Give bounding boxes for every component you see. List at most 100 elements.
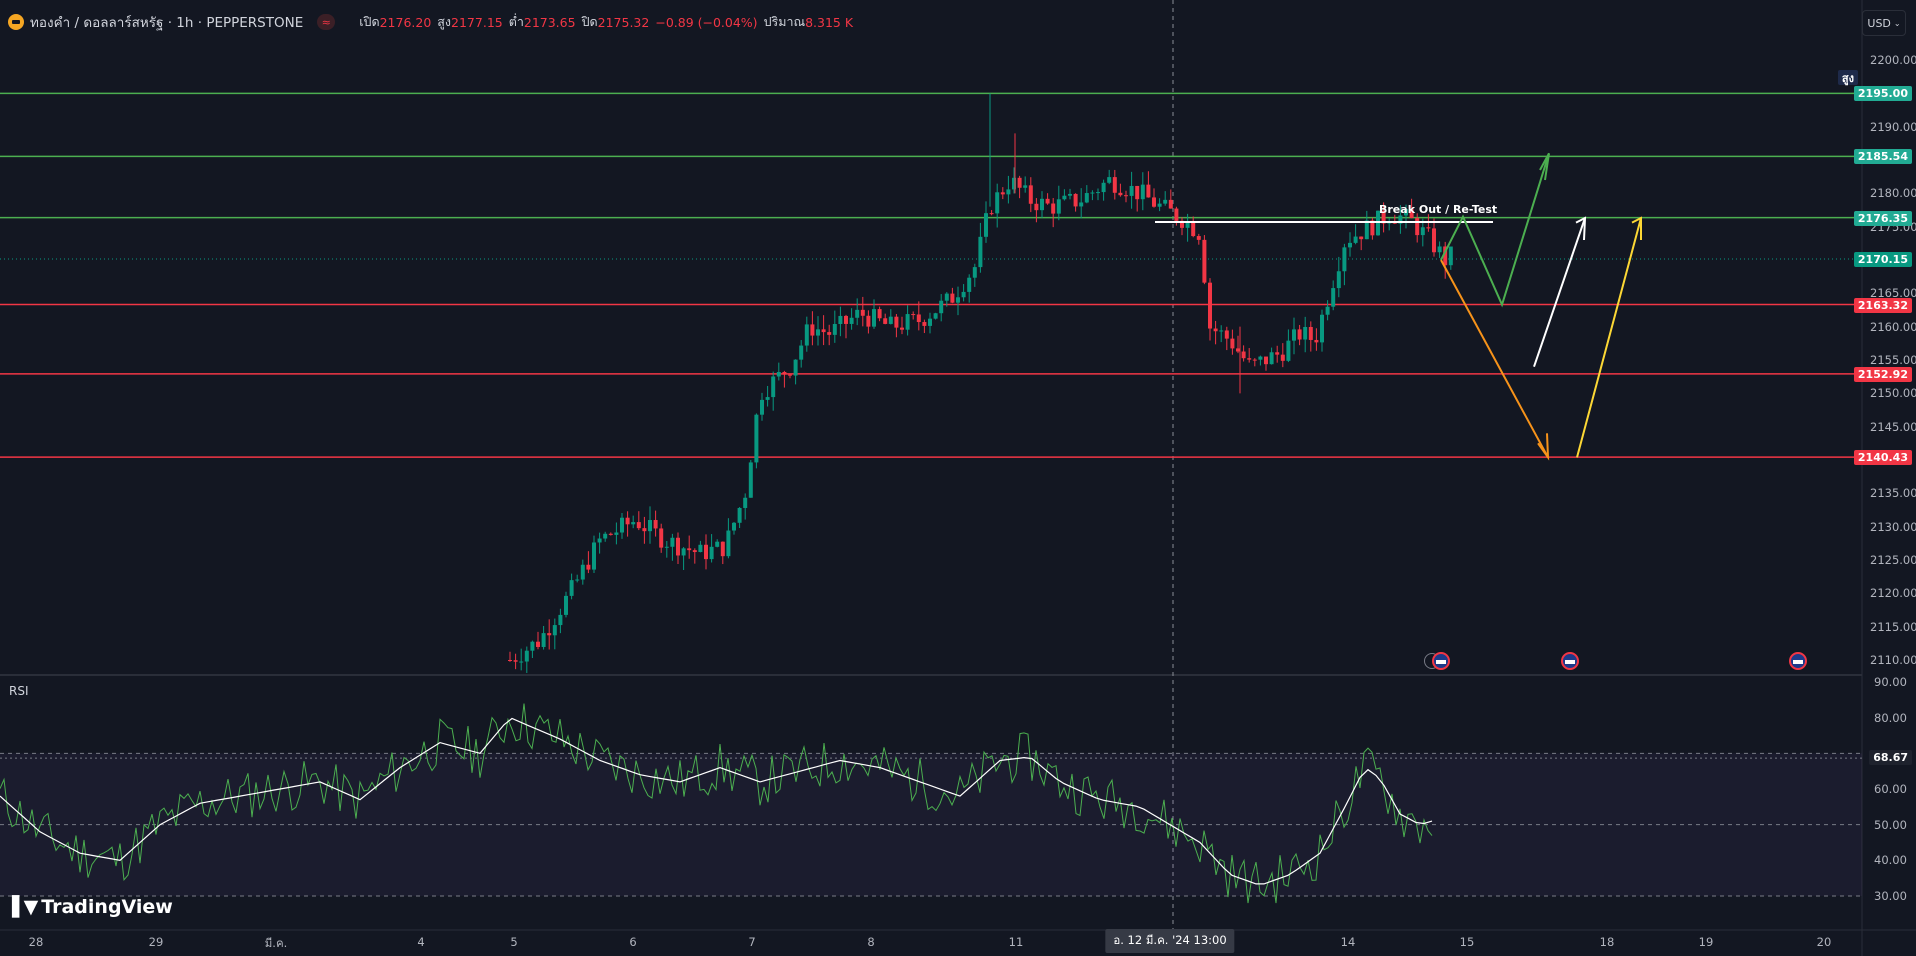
crosshair-time-label: อ. 12 มี.ค. '24 13:00 [1105,929,1235,953]
candle-down [508,660,512,661]
price-tick-label: 2120.00 [1870,586,1916,601]
market-status-badge[interactable]: ≈ [317,14,336,30]
candle-up [928,318,932,326]
price-tick-label: 2200.00 [1870,53,1916,67]
candle-up [793,359,798,376]
price-tick-label: 2150.00 [1870,386,1916,401]
price-tick-label: 2130.00 [1870,519,1916,534]
candle-down [1034,203,1039,211]
close-value: 2175.32 [597,14,650,30]
currency-selector[interactable]: USD ⌄ [1862,10,1906,36]
projection-yellow [1576,217,1642,458]
candle-up [765,397,770,400]
candle-down [676,537,680,556]
candle-up [558,614,563,626]
gold-coin-icon [8,14,24,30]
candle-up [1090,192,1095,194]
arrowhead-green [1539,152,1550,181]
candle-down [1191,221,1196,237]
high-label: สูง [437,14,452,29]
time-tick-label: มี.ค. [264,936,288,950]
candle-up [754,414,759,463]
projection-white [1533,217,1586,367]
candle-up [1056,199,1061,214]
candle-up [1084,193,1089,203]
candle-down [1112,177,1117,193]
time-tick-label: 6 [629,935,637,949]
time-tick-label: 18 [1599,935,1615,949]
candle-up [670,537,675,547]
candle-up [816,329,820,336]
us-flag-event-icon[interactable] [1561,652,1579,670]
rsi-tick-label: 90.00 [1874,675,1907,689]
candle-up [760,399,764,415]
price-level-tag: 2140.43 [1853,450,1912,466]
candle-down [1118,192,1123,196]
candle-down [536,641,540,647]
us-flag-event-icon[interactable] [1432,652,1450,670]
candle-down [720,541,725,557]
candle-up [575,579,580,581]
candle-up [1353,236,1358,243]
price-tick-label: 2115.00 [1870,619,1916,634]
candle-up [849,317,854,324]
candle-down [1297,329,1302,340]
tradingview-logo[interactable]: ▌▼ TradingView [12,896,173,918]
candle-up [1101,182,1106,193]
price-tick-label: 2155.00 [1870,353,1916,367]
rsi-pane-title[interactable]: RSI [9,684,29,698]
candle-up [1303,326,1308,340]
us-flag-event-icon[interactable] [1789,652,1807,670]
price-tick-label: 2145.00 [1870,419,1916,434]
time-tick-label: 19 [1698,935,1714,949]
candle-down [1051,203,1056,214]
tradingview-mark-icon: ▌▼ [12,896,38,918]
candle-up [838,315,843,325]
candle-down [1359,236,1364,240]
candle-up [620,517,624,533]
candle-up [1023,185,1028,188]
candle-down [636,522,641,529]
candle-up [715,541,720,547]
candle-down [860,309,865,316]
time-tick-label: 11 [1008,935,1024,949]
candle-up [1062,195,1067,200]
rsi-tick-label: 50.00 [1874,817,1907,832]
time-tick-label: 15 [1459,935,1475,949]
candle-up [698,544,703,553]
candle-up [1437,246,1442,253]
candle-up [1107,177,1112,183]
candle-down [1443,246,1448,266]
candle-up [1420,227,1425,236]
candle-up [1185,221,1190,228]
candle-down [900,327,904,330]
candle-up [1292,329,1296,341]
candle-up [1258,356,1263,360]
candle-down [1224,330,1229,339]
symbol-title[interactable]: ทองคำ / ดอลลาร์สหรัฐ · 1h · PEPPERSTONE [30,15,304,31]
candle-up [1364,220,1369,240]
high-value: 2177.15 [451,14,503,30]
candle-up [832,324,837,335]
candle-up [1336,271,1341,289]
price-tick-label: 2135.00 [1870,486,1916,501]
candle-up [648,520,652,532]
candle-up [1404,209,1408,216]
candle-down [1252,359,1257,361]
candle-up [939,300,944,314]
time-tick-label: 8 [867,935,875,949]
breakout-annotation[interactable]: Break Out / Re-Test [1379,203,1498,216]
candle-down [1275,352,1280,355]
candle-down [1174,208,1179,221]
candle-down [1168,199,1173,209]
price-level-tag: 2176.35 [1853,210,1912,226]
price-tick-label: 2190.00 [1870,119,1916,134]
open-value: 2176.20 [379,14,432,30]
candle-down [1124,195,1128,197]
candle-down [1432,228,1436,253]
candle-up [681,548,686,556]
candle-down [586,564,591,570]
candle-up [933,313,938,319]
